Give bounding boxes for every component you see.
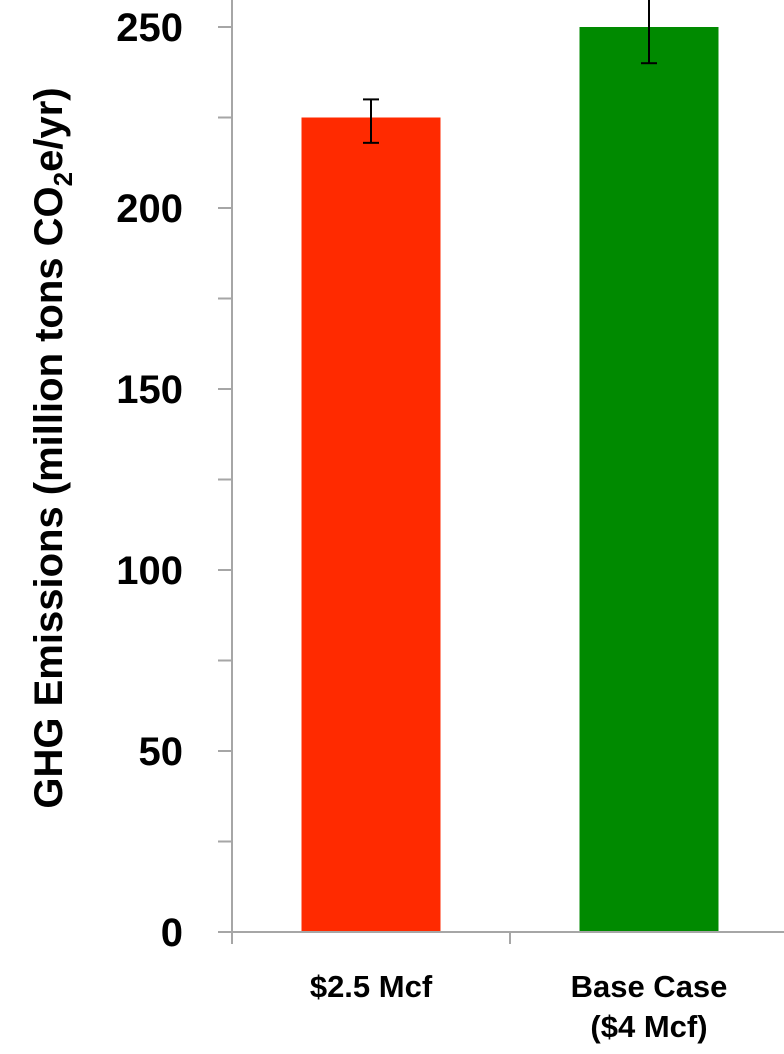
bar — [579, 27, 719, 932]
x-axis-labels: $2.5 Mcf Base Case ($4 Mcf) — [310, 969, 728, 1044]
y-axis-title: GHG Emissions (million tons CO2e/yr) — [27, 87, 78, 808]
x-category-label-line2: ($4 Mcf) — [590, 1009, 707, 1044]
y-axis-title-main: GHG Emissions (million tons CO — [27, 186, 71, 808]
y-axis-title-tail: e/yr) — [27, 87, 71, 172]
bars-group — [301, 27, 719, 932]
x-category-label: $2.5 Mcf — [310, 969, 433, 1004]
y-tick-label: 200 — [116, 187, 183, 231]
y-axis-title-group: GHG Emissions (million tons CO2e/yr) — [27, 87, 78, 808]
x-category-label: Base Case — [571, 969, 728, 1004]
y-tick-label: 100 — [116, 549, 183, 593]
y-tick-label: 250 — [116, 6, 183, 50]
axes-group — [231, 0, 784, 944]
bar — [301, 117, 441, 932]
y-tick-label: 0 — [161, 911, 183, 955]
y-tick-label: 150 — [116, 368, 183, 412]
error-bars-group — [363, 0, 657, 144]
y-axis-title-subscript: 2 — [48, 172, 78, 186]
y-axis-ticks: 0 50 100 150 200 250 — [116, 6, 232, 955]
error-bar — [363, 98, 379, 144]
error-bar — [641, 0, 657, 65]
y-tick-label: 50 — [139, 730, 184, 774]
